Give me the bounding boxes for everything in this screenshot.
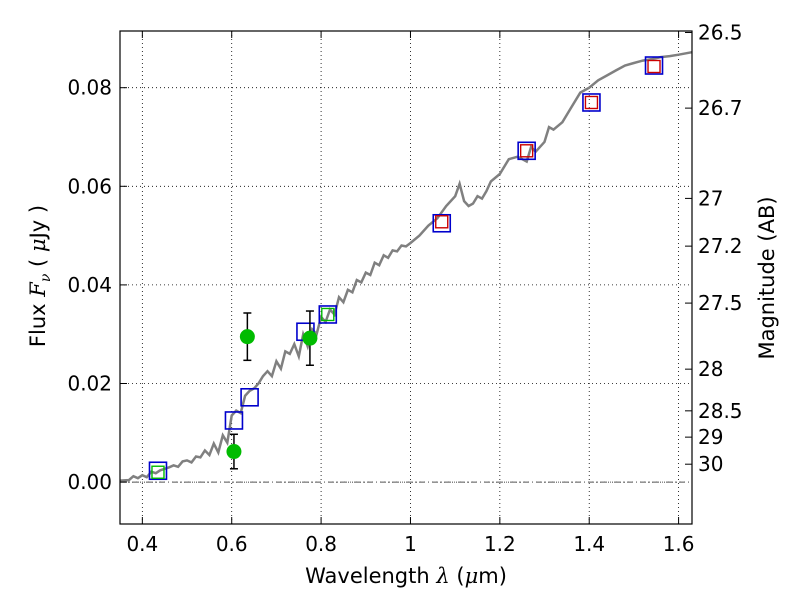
x-tick-label: 1.4 [573,532,605,556]
magnitude-axis-ticks: 26.5 26.7 27 27.2 27.5 28 28.529 30 [685,20,743,476]
blue-square-marker [318,305,338,324]
magnitude-tick-label: 27.2 [698,234,743,258]
green-data-point [226,444,242,460]
magnitude-tick-label: 30 [698,452,723,476]
blue-square-marker [240,387,259,407]
x-tick-label: 0.6 [216,532,248,556]
green-data-point [302,330,318,346]
magnitude-tick-label: 27 [698,186,723,210]
magnitude-tick-label: 28.5 [698,399,743,423]
y-tick-label: 0.02 [67,371,112,395]
magnitude-tick-label: 28 [698,357,723,381]
blue-square-marker [644,56,664,75]
green-square-marker [321,307,335,322]
x-tick-label: 0.8 [305,532,337,556]
grid [120,31,692,524]
x-tick-label: 1.2 [484,532,516,556]
x-tick-label: 0.4 [126,532,158,556]
y-axis-ticks: 0.00 0.02 0.04 0.06 0.08 [67,76,127,494]
x-axis-label: Wavelength λ (μm) [305,564,507,588]
magnitude-tick-label: 27.5 [698,291,743,315]
y-tick-label: 0.04 [67,273,112,297]
magnitude-axis-label: Magnitude (AB) [755,196,779,359]
x-axis-ticks: 0.4 0.6 0.8 1 1.2 1.4 1.6 [126,31,695,556]
y-tick-label: 0.06 [67,174,112,198]
green-square-marker [151,465,165,479]
magnitude-tick-label: 29 [698,425,723,449]
x-tick-label: 1.6 [663,532,695,556]
model-spectrum-line [119,50,693,482]
blue-square-marker [432,213,452,233]
green-data-point [239,329,255,345]
data-marks [148,56,664,481]
red-square-marker [435,215,449,229]
magnitude-tick-label: 26.5 [698,20,743,44]
y-tick-label: 0.00 [67,470,112,494]
plot-frame [119,30,693,525]
red-square-marker [584,95,599,110]
y-axis-label: Flux Fν ( μJy ) [26,205,54,347]
blue-square-marker [224,411,244,430]
blue-square-marker [582,93,601,112]
blue-square-marker [517,141,536,161]
y-tick-label: 0.08 [67,76,112,100]
blue-square-marker [148,461,168,481]
red-square-marker [647,59,661,74]
red-square-marker [519,144,534,158]
magnitude-tick-label: 26.7 [698,96,743,120]
x-tick-label: 1 [404,532,417,556]
